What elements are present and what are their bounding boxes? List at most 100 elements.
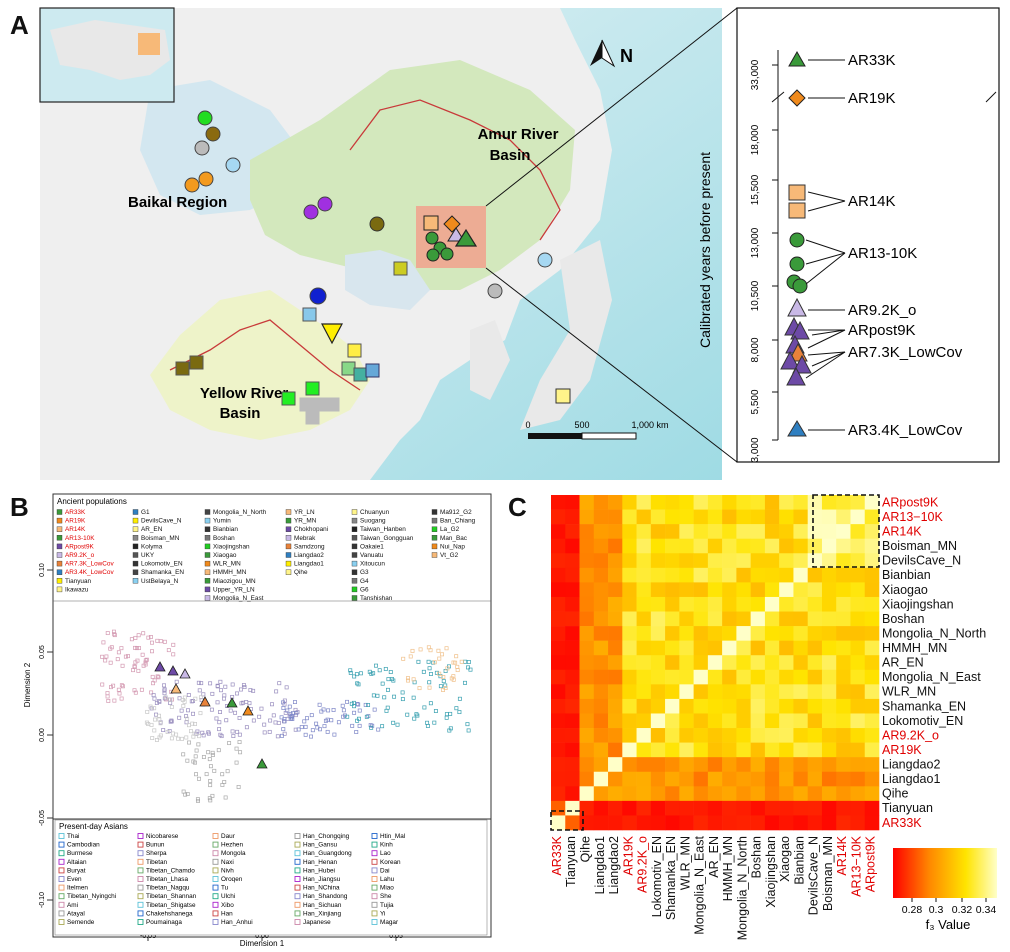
pca-point: [350, 723, 355, 728]
legend-marker: [371, 919, 378, 925]
heatmap-cell: [836, 771, 851, 787]
heatmap-cell: [665, 771, 680, 787]
pca-point: [364, 714, 369, 719]
pca-point: [137, 646, 141, 651]
heatmap-cell: [593, 713, 609, 729]
timeline-panel: 33,000 18,000 15,500 13,000 10,500 8,000 5,500…: [697, 7, 1000, 463]
heatmap-cell: [622, 596, 637, 612]
heatmap-cell: [850, 698, 866, 714]
heatmap-column-label: Tianyuan: [564, 836, 578, 887]
heatmap-cell: [793, 509, 808, 525]
heatmap-row-label: Xiaogao: [882, 583, 928, 597]
heatmap-cell: [565, 538, 580, 554]
pca-point: [158, 639, 163, 644]
pca-point: [382, 695, 387, 700]
legend-entry: Liangdao2: [294, 552, 324, 559]
heatmap-cell: [665, 524, 680, 539]
heatmap-cell: [793, 582, 808, 598]
heatmap-cell: [608, 713, 623, 729]
pca-point: [242, 685, 247, 690]
pca-point: [133, 690, 138, 695]
heatmap-cell: [650, 757, 666, 773]
pca-point: [380, 681, 385, 686]
heatmap-cell: [779, 684, 794, 700]
legend-entry: Lao: [380, 850, 391, 857]
pca-point: [201, 692, 206, 697]
pca-point: [363, 702, 368, 707]
heatmap-cell: [565, 567, 580, 583]
legend-entry: Chakehshanega: [146, 910, 193, 917]
heatmap-cell: [665, 800, 680, 816]
heatmap-cell: [764, 509, 780, 525]
heatmap-cell: [807, 567, 823, 583]
heatmap-cell: [608, 786, 623, 802]
heatmap-cell: [665, 713, 680, 729]
pca-point: [193, 696, 198, 701]
region-label-baikal: Baikal Region: [128, 194, 227, 211]
pca-plot-area: [52, 493, 492, 821]
legend-entry: YR_LN: [294, 509, 315, 516]
pca-point: [184, 720, 189, 725]
heatmap-cell: [650, 742, 666, 758]
legend-entry: HMMH_MN: [213, 569, 247, 576]
pca-x-tick-label: -0.05: [140, 933, 156, 940]
heatmap-cell: [764, 742, 780, 758]
heatmap-cell: [693, 713, 709, 729]
legend-entry: AR19K: [65, 518, 86, 525]
pca-point: [303, 724, 308, 729]
heatmap-cell: [679, 655, 694, 671]
heatmap-cell: [679, 567, 694, 583]
pca-point: [154, 701, 159, 705]
legend-entry: Liangdao1: [294, 561, 324, 568]
pca-point: [129, 637, 134, 642]
heatmap-cell: [707, 728, 723, 743]
pca-point: [466, 665, 470, 670]
legend-entry: Altaian: [67, 859, 87, 866]
pca-point: [270, 702, 274, 707]
legend-marker: [137, 901, 144, 908]
pca-y-tick-label: -0.05: [39, 810, 46, 826]
pca-point: [198, 711, 203, 716]
legend-entry: Xiaogao: [213, 552, 237, 559]
pca-point: [371, 693, 376, 698]
legend-marker: [371, 893, 378, 900]
pca-point: [428, 648, 433, 653]
legend-marker: [58, 841, 65, 848]
heatmap-cell: [793, 640, 808, 656]
heatmap-cell: [679, 800, 694, 816]
heatmap-cell: [779, 567, 794, 583]
f3-legend-title: f₃ Value: [926, 917, 971, 932]
pca-point: [120, 684, 125, 689]
legend-entry: Tibetan_Chamdo: [146, 867, 195, 874]
heatmap-cell: [821, 640, 837, 656]
heatmap-cell: [836, 567, 851, 583]
heatmap-cell: [565, 553, 580, 569]
heatmap-cell: [636, 524, 652, 539]
heatmap-cell: [608, 771, 623, 787]
legend-marker: [56, 560, 63, 567]
pca-point: [433, 709, 438, 713]
heatmap-cell: [722, 596, 737, 612]
legend-marker: [294, 884, 301, 891]
legend-entry: Hezhen: [221, 842, 243, 849]
legend-marker: [371, 910, 378, 917]
heatmap-column-label: AR_EN: [707, 836, 721, 878]
heatmap-cell: [836, 524, 851, 539]
pca-y-tick-label: 0.00: [39, 728, 46, 742]
heatmap-cell: [793, 611, 808, 627]
legend-marker: [285, 509, 292, 515]
pca-point: [215, 700, 220, 705]
legend-entry: Han_Hubei: [303, 867, 335, 874]
pca-point: [119, 696, 124, 701]
heatmap-cell: [736, 771, 751, 787]
pca-point: [287, 704, 292, 709]
pca-point: [370, 723, 375, 728]
heatmap-cell: [608, 626, 623, 641]
heatmap-highlight-box-top: [812, 494, 880, 568]
heatmap-cell: [707, 538, 723, 554]
pca-point: [262, 730, 267, 735]
legend-entry: Oroqen: [221, 876, 243, 883]
pca-point: [123, 654, 128, 659]
pca-point: [143, 660, 148, 665]
pca-point: [198, 695, 203, 700]
